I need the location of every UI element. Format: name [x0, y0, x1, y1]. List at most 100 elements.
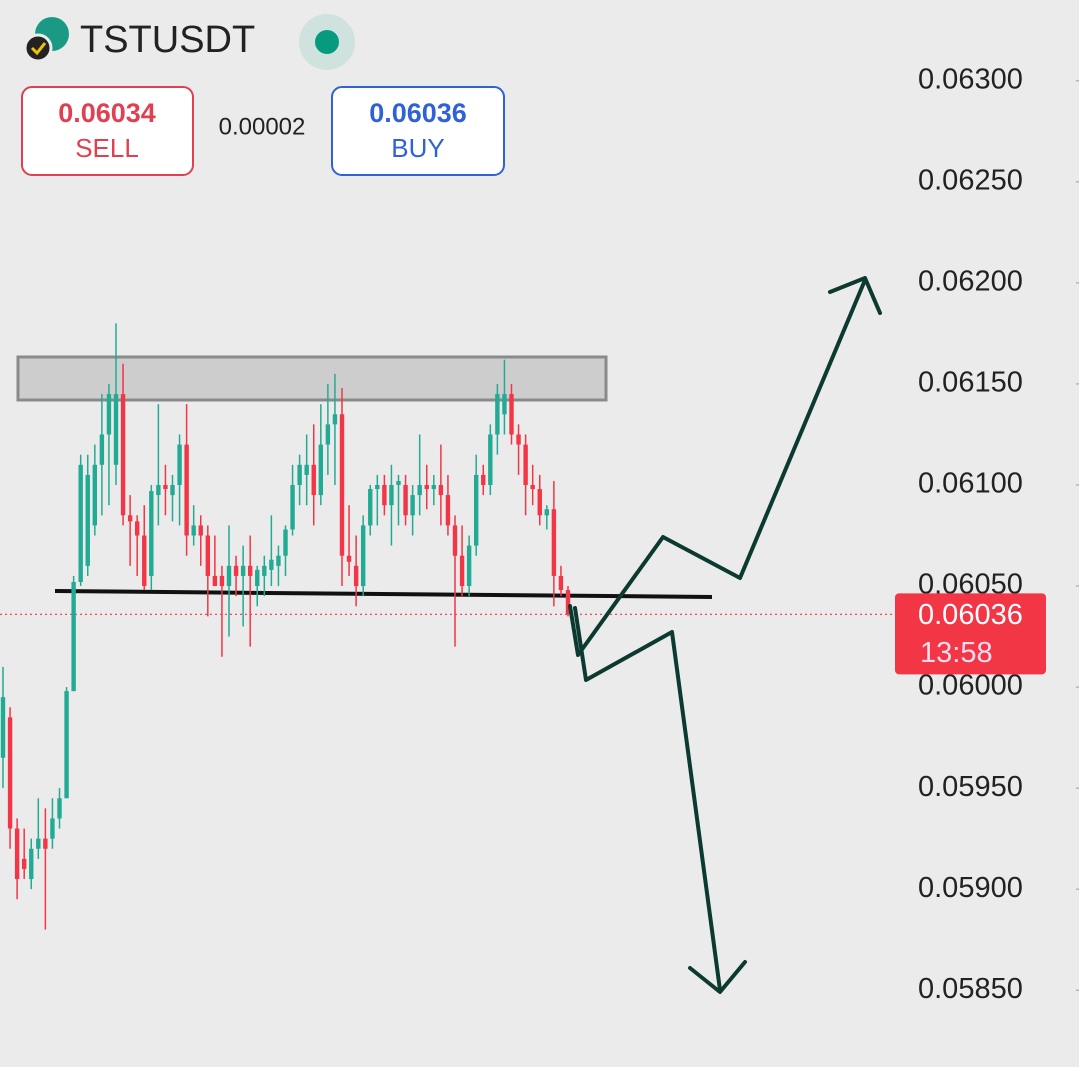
candle-body: [92, 464, 98, 526]
candle-body: [156, 485, 161, 496]
sell-button[interactable]: [21, 86, 194, 176]
candle-body: [233, 565, 239, 576]
candle-body: [71, 582, 76, 692]
candle-body: [311, 464, 316, 496]
buy-button[interactable]: [331, 86, 505, 176]
candle-body: [142, 535, 147, 587]
y-tick-label: 0.06000: [918, 670, 1023, 702]
candle-body: [523, 444, 528, 485]
candle-body: [438, 485, 444, 496]
support-line: [54, 589, 713, 599]
candle-body: [64, 691, 69, 799]
candle-body: [445, 495, 451, 526]
candle-body: [509, 394, 514, 435]
candle-body: [78, 464, 83, 582]
candle-body: [247, 565, 253, 576]
last-price-tag: [895, 593, 1046, 675]
candle-body: [240, 565, 246, 576]
y-tick-label: 0.05950: [918, 771, 1023, 803]
symbol-badge: [23, 33, 53, 63]
price-axis: 0.06300 0.06250 0.06200 0.06150 0.06100 0.060…: [895, 63, 1079, 1005]
candle-body: [212, 575, 218, 587]
candle-body: [481, 474, 486, 485]
candle-body: [339, 414, 345, 556]
candle-body: [120, 394, 126, 516]
candle-body: [0, 697, 6, 758]
candle-body: [544, 509, 550, 516]
y-tick-label: 0.06100: [918, 468, 1023, 500]
candle-body: [7, 717, 13, 829]
candle-body: [113, 394, 119, 465]
candle-body: [375, 485, 380, 490]
candle-body: [537, 489, 542, 516]
y-tick-label: 0.06200: [918, 266, 1023, 298]
bearish-arrow: [573, 606, 722, 992]
spread: 0.00002: [219, 113, 306, 140]
candle-body: [276, 555, 281, 566]
candle-body: [177, 444, 182, 485]
candle-body: [473, 474, 479, 546]
candle-body: [346, 555, 352, 562]
candle-body: [325, 424, 331, 445]
candle-body: [304, 464, 309, 475]
candle-body: [424, 485, 429, 490]
candle-body: [262, 565, 267, 576]
candle-body: [530, 485, 535, 490]
bullish-arrow: [568, 278, 867, 657]
candle-body: [452, 525, 458, 556]
y-tick-label: 0.06300: [918, 63, 1023, 95]
candle-body: [184, 444, 189, 536]
candle-body: [495, 394, 500, 435]
y-tick-label: 0.05900: [918, 872, 1023, 904]
candle-body: [360, 525, 366, 587]
candle-body: [396, 480, 401, 485]
candle-body: [191, 525, 196, 536]
candle-body: [106, 394, 112, 435]
candle-body: [353, 565, 359, 587]
candle-body: [558, 575, 564, 591]
candle-body: [50, 818, 55, 839]
header: TSTUSDT 0.06034 SELL 0.00002 0.06036 BUY: [21, 14, 505, 176]
y-tick-label: 0.06250: [918, 165, 1023, 197]
symbol: TSTUSDT: [80, 19, 255, 61]
bullish-arrow-head: [828, 276, 882, 315]
candle-body: [14, 828, 20, 880]
badge-check: [30, 42, 47, 56]
candle-body: [163, 485, 168, 490]
candle-body: [459, 555, 465, 587]
candle-body: [332, 414, 338, 425]
candle-body: [99, 434, 105, 465]
candle-body: [149, 491, 154, 576]
countdown: 13:58: [920, 637, 993, 669]
candle-body: [205, 535, 211, 576]
sell-price: 0.06034: [58, 98, 156, 128]
candle-body: [170, 485, 175, 496]
status-dot: [315, 30, 339, 54]
candle-body: [368, 489, 373, 526]
candle-body: [36, 838, 41, 849]
candle-body: [488, 434, 493, 485]
sell-label: SELL: [75, 133, 139, 163]
candle-body: [269, 559, 274, 570]
candle-body: [255, 569, 260, 587]
candle-body: [57, 798, 62, 819]
candles: [0, 323, 571, 930]
candle-body: [410, 495, 415, 516]
candle-body: [466, 545, 472, 587]
candle-body: [318, 444, 324, 496]
projection-arrows: [568, 276, 882, 994]
candle-body: [219, 575, 225, 587]
candle-body: [21, 858, 27, 869]
candle-body: [43, 838, 48, 849]
candle-body: [551, 509, 557, 576]
candle-body: [516, 434, 521, 445]
resistance-zone: [16, 355, 608, 402]
y-tick-label: 0.05850: [918, 973, 1023, 1005]
candle-body: [226, 565, 232, 587]
candle-body: [297, 464, 302, 485]
last-price-label: 0.06036: [918, 599, 1023, 631]
candle-body: [283, 529, 288, 556]
candle-body: [502, 394, 507, 415]
candle-body: [290, 485, 295, 530]
